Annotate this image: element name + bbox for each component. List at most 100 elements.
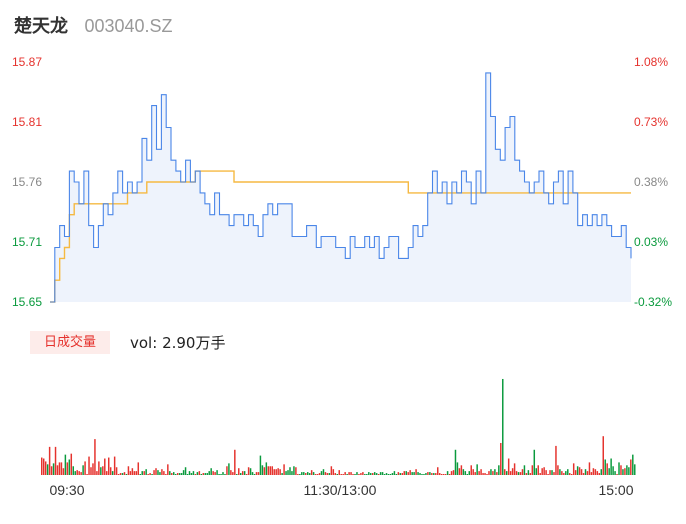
volume-bar <box>470 465 472 475</box>
volume-bar <box>344 472 346 475</box>
volume-value: 2.90万手 <box>162 334 226 352</box>
volume-bar <box>458 468 461 475</box>
volume-bar <box>582 473 585 475</box>
time-tick-label: 15:00 <box>598 482 633 498</box>
volume-bar <box>500 442 502 475</box>
volume-bar <box>523 465 526 475</box>
volume-bar <box>224 474 226 475</box>
volume-bar <box>565 471 567 475</box>
volume-bar <box>299 474 301 475</box>
volume-bar <box>41 457 43 475</box>
volume-bar <box>149 473 151 475</box>
volume-bar <box>354 474 356 475</box>
volume-bar <box>176 473 179 475</box>
volume-bar <box>490 469 492 475</box>
volume-bar <box>569 473 571 475</box>
volume-bar <box>306 472 309 475</box>
volume-bar <box>391 473 394 475</box>
percent-axis: 1.08% 0.73% 0.38% 0.03% -0.32% <box>634 55 672 309</box>
volume-bar <box>135 471 138 475</box>
volume-bar <box>50 466 53 475</box>
stock-name: 楚天龙 <box>14 16 68 37</box>
volume-bar <box>352 474 354 475</box>
volume-bar <box>214 472 216 475</box>
volume-bar <box>155 468 157 475</box>
volume-bar <box>238 468 240 475</box>
volume-bar <box>184 467 187 475</box>
volume-bar <box>226 466 228 475</box>
volume-bar <box>92 463 94 475</box>
volume-bar <box>131 468 134 475</box>
price-tick-label: 15.76 <box>12 175 42 189</box>
volume-bar <box>74 471 76 475</box>
volume-bar <box>348 472 350 475</box>
volume-bar <box>486 474 488 475</box>
volume-bar <box>431 473 433 475</box>
volume-bar <box>129 471 132 475</box>
volume-bar <box>310 470 313 475</box>
volume-bar <box>275 469 277 475</box>
volume-bar <box>517 472 520 475</box>
volume-bar <box>529 473 532 475</box>
volume-bar <box>415 469 417 475</box>
volume-bar <box>330 466 333 475</box>
volume-bar <box>336 474 339 475</box>
volume-bar <box>395 474 398 475</box>
volume-bar <box>287 470 289 475</box>
volume-bar <box>561 471 563 475</box>
volume-bar <box>624 468 626 475</box>
volume-bar <box>305 473 307 475</box>
volume-bar <box>437 467 439 475</box>
volume-bar <box>204 473 207 475</box>
volume-bar <box>525 473 528 475</box>
price-tick-label: 15.71 <box>12 235 42 249</box>
volume-bar <box>537 465 539 475</box>
volume-bar <box>64 454 67 475</box>
volume-bar <box>370 473 372 475</box>
volume-bar <box>476 464 478 475</box>
volume-bar <box>180 473 183 475</box>
volume-bars <box>41 378 636 475</box>
volume-bar <box>109 467 112 475</box>
volume-bar <box>48 446 51 475</box>
volume-bar <box>405 471 407 475</box>
volume-bar <box>228 463 230 475</box>
volume-bar <box>399 473 402 475</box>
volume-bar <box>241 471 244 475</box>
volume-bar <box>102 466 104 475</box>
volume-bar <box>411 472 413 475</box>
volume-bar <box>346 474 348 475</box>
volume-bar <box>429 472 431 475</box>
volume-bar <box>504 469 506 475</box>
volume-bar <box>121 473 124 475</box>
volume-bar <box>308 473 311 475</box>
volume-bar <box>285 471 287 475</box>
volume-bar <box>425 473 427 475</box>
volume-bar <box>334 473 337 475</box>
volume-bar <box>147 474 149 475</box>
volume-bar <box>576 466 579 475</box>
volume-bar <box>610 458 612 475</box>
volume-bar <box>444 474 447 475</box>
volume-bar <box>261 465 264 475</box>
volume-bar <box>407 472 409 475</box>
volume-bar <box>462 469 465 475</box>
volume-bar <box>381 472 384 475</box>
volume-bar <box>234 449 236 475</box>
volume-bar <box>263 467 266 475</box>
volume-bar <box>80 472 82 475</box>
volume-bar <box>502 378 504 475</box>
volume-bar <box>70 453 73 475</box>
volume-bar <box>555 445 557 475</box>
volume-bar <box>66 462 69 475</box>
volume-bar <box>151 474 153 475</box>
volume-bar <box>505 471 508 475</box>
volume-bar <box>115 467 118 475</box>
volume-bar <box>438 473 441 475</box>
volume-bar <box>178 473 181 475</box>
volume-bar <box>200 474 203 475</box>
volume-bar <box>257 472 260 475</box>
volume-bar <box>312 472 315 475</box>
volume-bar <box>291 471 293 475</box>
volume-bar <box>165 474 167 475</box>
